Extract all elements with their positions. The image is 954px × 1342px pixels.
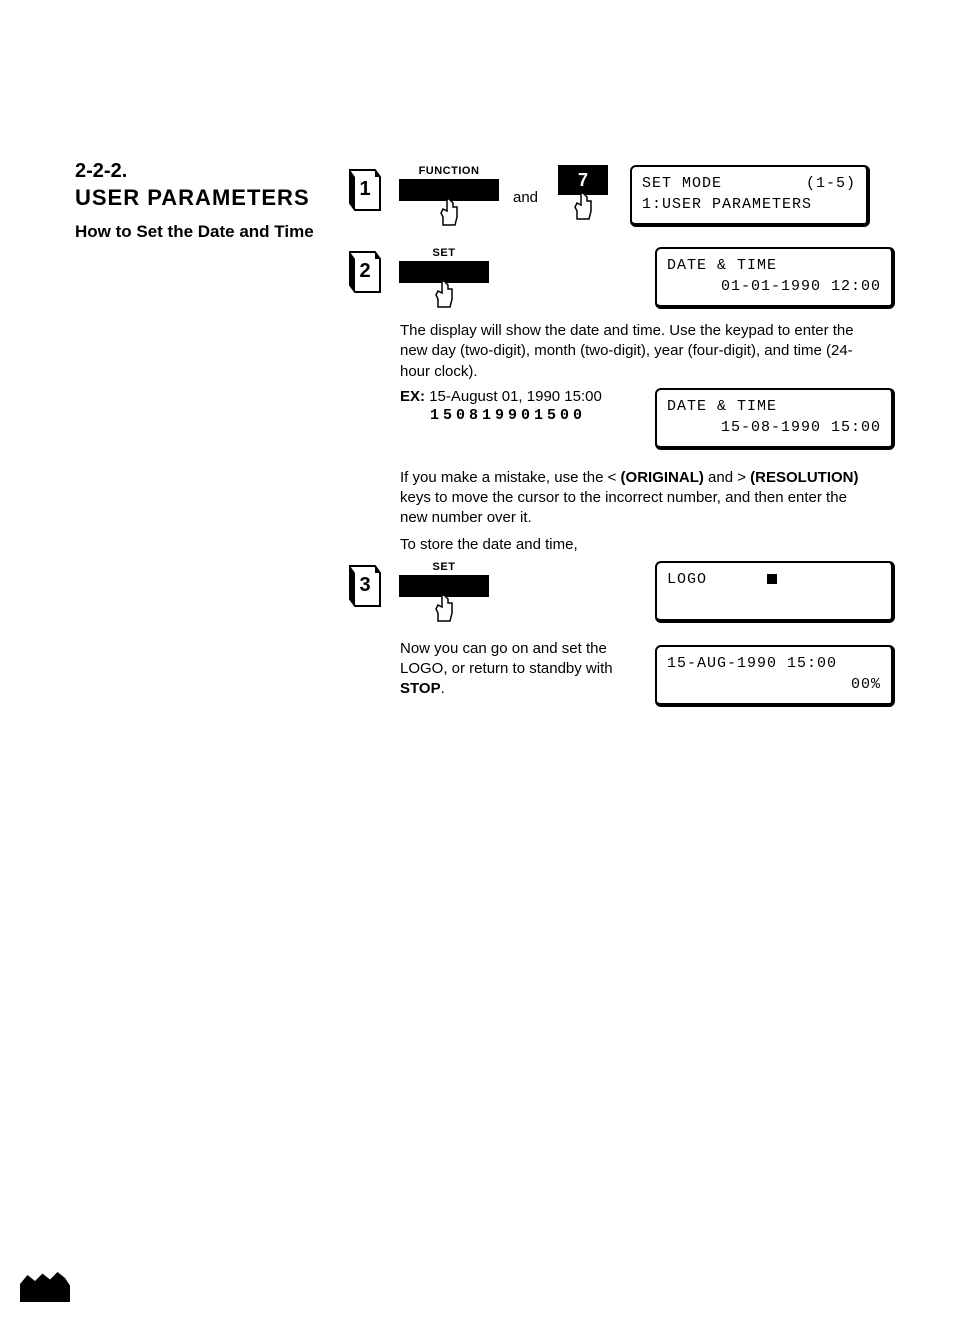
para-text: keys to move the cursor to the incorrect… — [400, 489, 847, 526]
instruction-para-3: To store the date and time, — [400, 535, 860, 555]
step-3-row: 3 SET LOGO — [345, 561, 895, 625]
step-1-row: 1 FUNCTION and 7 SET MODE (1-5) — [345, 165, 895, 229]
ex-label: EX: — [400, 388, 425, 405]
step-1-icon: 1 — [345, 165, 385, 215]
seven-key-bar: 7 — [558, 165, 608, 195]
press-hand-icon — [424, 281, 464, 311]
display-line: 15-08-1990 15:00 — [667, 417, 881, 438]
display-line: 1:USER PARAMETERS — [642, 194, 856, 215]
para-bold: (ORIGINAL) — [621, 469, 704, 486]
display-line: DATE & TIME — [667, 255, 881, 276]
svg-text:1: 1 — [359, 178, 370, 200]
set-key-bar — [399, 575, 489, 597]
press-hand-icon — [563, 193, 603, 223]
set-key: SET — [399, 561, 489, 625]
para-text: Now you can go on and set the LOGO, or r… — [400, 640, 613, 677]
display-datetime-2: DATE & TIME 15-08-1990 15:00 — [655, 388, 895, 450]
para-text: If you make a mistake, use the < — [400, 469, 621, 486]
and-text: and — [513, 189, 538, 206]
set-key-label: SET — [433, 561, 456, 573]
function-key: FUNCTION — [399, 165, 499, 229]
set-key-label: SET — [433, 247, 456, 259]
display-line: 01-01-1990 12:00 — [667, 276, 881, 297]
function-key-label: FUNCTION — [419, 165, 480, 177]
svg-text:3: 3 — [359, 574, 370, 596]
cursor-block-icon — [767, 574, 777, 584]
section-number: 2-2-2. — [75, 160, 325, 183]
display-line: DATE & TIME — [667, 396, 881, 417]
instruction-para-2: If you make a mistake, use the < (ORIGIN… — [400, 468, 860, 529]
para-bold: STOP — [400, 680, 441, 697]
set-key: SET — [399, 247, 489, 311]
function-key-bar — [399, 179, 499, 201]
para-text: and > — [704, 469, 750, 486]
press-hand-icon — [429, 199, 469, 229]
set-key-bar — [399, 261, 489, 283]
step-2-icon: 2 — [345, 247, 385, 297]
press-hand-icon — [424, 595, 464, 625]
instruction-para-4: Now you can go on and set the LOGO, or r… — [400, 639, 630, 700]
display-standby: 15-AUG-1990 15:00 00% — [655, 645, 895, 707]
svg-text:2: 2 — [359, 260, 370, 282]
display-datetime-1: DATE & TIME 01-01-1990 12:00 — [655, 247, 895, 309]
instruction-para-1: The display will show the date and time.… — [400, 321, 860, 382]
seven-key: 7 — [558, 165, 608, 223]
page-corner-graphic — [20, 1272, 70, 1302]
ex-text: 15-August 01, 1990 15:00 — [429, 388, 602, 405]
step-2-row: 2 SET DATE & TIME 01-01-1990 12:00 — [345, 247, 895, 311]
display-line: 15-AUG-1990 15:00 — [667, 653, 881, 674]
step-3-icon: 3 — [345, 561, 385, 611]
section-subtitle: How to Set the Date and Time — [75, 221, 325, 243]
display-line: LOGO — [667, 571, 707, 588]
display-line: SET MODE — [642, 173, 722, 194]
display-logo: LOGO — [655, 561, 895, 623]
display-line: 00% — [667, 674, 881, 695]
para-bold: (RESOLUTION) — [750, 469, 858, 486]
para-text: . — [441, 680, 445, 697]
display-setmode: SET MODE (1-5) 1:USER PARAMETERS — [630, 165, 870, 227]
display-range: (1-5) — [806, 173, 856, 194]
section-title: USER PARAMETERS — [75, 185, 325, 211]
